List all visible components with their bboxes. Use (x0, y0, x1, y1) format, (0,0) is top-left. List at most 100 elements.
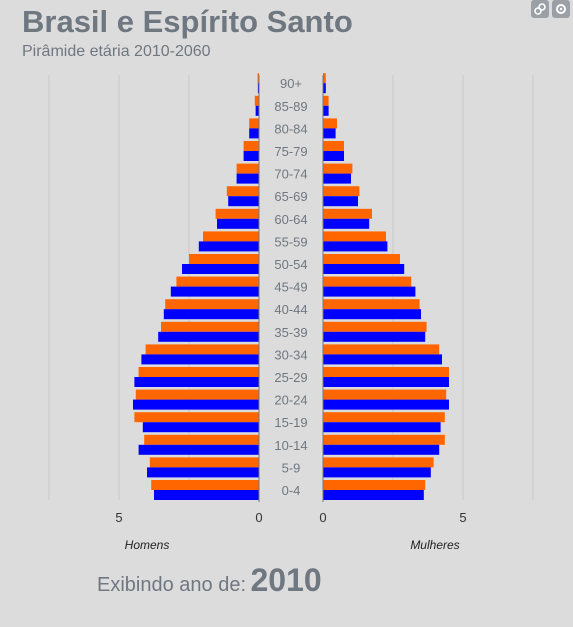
bar-right-80-84 (323, 128, 336, 139)
bar-left-50-54 (189, 254, 259, 264)
bar-left-35-39 (158, 331, 259, 342)
bar-left-90+ (257, 73, 259, 84)
bar-left-35-39 (161, 321, 259, 332)
tick-label: 0 (319, 510, 326, 525)
bar-left-55-59 (198, 241, 259, 252)
bar-left-0-4 (151, 480, 259, 490)
bar-right-20-24 (323, 389, 447, 400)
bar-right-10-14 (323, 434, 445, 445)
category-label: 40-44 (274, 302, 307, 317)
year-display: Exibindo ano de: 2010 (97, 562, 322, 599)
bar-left-90+ (257, 83, 259, 94)
bar-left-55-59 (203, 231, 259, 242)
bar-left-60-64 (217, 218, 259, 229)
bar-left-10-14 (144, 434, 259, 445)
bar-right-85-89 (323, 105, 329, 116)
bar-left-25-29 (134, 377, 259, 387)
bar-left-0-4 (154, 490, 259, 500)
bar-left-40-44 (163, 309, 259, 320)
bar-right-75-79 (323, 141, 344, 151)
category-label: 25-29 (274, 370, 307, 385)
tick-label: 0 (255, 510, 262, 525)
category-label: 45-49 (274, 280, 307, 295)
bar-left-60-64 (215, 208, 259, 219)
bar-right-90+ (323, 73, 326, 84)
axis-title-left: Homens (125, 538, 170, 552)
bar-right-65-69 (323, 196, 358, 207)
bar-left-75-79 (243, 141, 259, 151)
bar-left-80-84 (249, 128, 259, 139)
bar-left-30-34 (145, 344, 259, 355)
bar-left-10-14 (138, 444, 259, 455)
bar-right-85-89 (323, 95, 329, 106)
bar-right-70-74 (323, 173, 351, 184)
bar-right-10-14 (323, 444, 440, 455)
bar-right-15-19 (323, 412, 445, 423)
bar-right-35-39 (323, 321, 427, 332)
page-title: Brasil e Espírito Santo (22, 4, 353, 39)
settings-icon[interactable] (552, 0, 570, 18)
bar-left-50-54 (182, 264, 259, 274)
category-label: 15-19 (274, 415, 307, 430)
bar-right-30-34 (323, 354, 442, 365)
category-label: 60-64 (274, 212, 307, 227)
bar-right-75-79 (323, 151, 344, 161)
bar-left-20-24 (133, 399, 259, 410)
bar-left-25-29 (138, 367, 259, 377)
bar-right-50-54 (323, 264, 405, 274)
bar-left-45-49 (176, 276, 259, 287)
axis-title-right: Mulheres (410, 538, 459, 552)
bar-left-80-84 (249, 118, 259, 129)
bar-right-5-9 (323, 467, 431, 478)
bar-left-70-74 (236, 163, 259, 174)
bar-right-70-74 (323, 163, 353, 174)
year-label: Exibindo ano de: (97, 574, 247, 596)
bar-left-85-89 (255, 105, 259, 116)
bar-left-5-9 (149, 457, 259, 468)
bar-left-15-19 (134, 412, 259, 423)
bar-left-5-9 (147, 467, 259, 478)
bar-left-45-49 (170, 286, 259, 297)
page-subtitle: Pirâmide etária 2010-2060 (22, 43, 211, 60)
bar-left-20-24 (135, 389, 259, 400)
category-label: 90+ (280, 76, 302, 91)
bar-right-80-84 (323, 118, 337, 129)
bar-right-55-59 (323, 231, 386, 242)
category-label: 65-69 (274, 189, 307, 204)
bar-left-40-44 (165, 299, 259, 310)
bar-right-60-64 (323, 218, 370, 229)
bar-right-45-49 (323, 286, 416, 297)
bar-right-60-64 (323, 208, 372, 219)
bar-left-75-79 (243, 151, 259, 161)
category-label: 20-24 (274, 393, 307, 408)
bar-right-90+ (323, 83, 326, 94)
bar-right-35-39 (323, 331, 426, 342)
bar-right-15-19 (323, 422, 441, 433)
year-value: 2010 (250, 562, 322, 598)
bar-left-65-69 (228, 196, 259, 207)
bar-left-65-69 (226, 186, 259, 197)
bar-right-40-44 (323, 309, 421, 320)
category-label: 85-89 (274, 99, 307, 114)
category-label: 30-34 (274, 347, 307, 362)
link-icon[interactable] (531, 0, 549, 18)
bar-right-50-54 (323, 254, 400, 264)
category-label: 0-4 (282, 483, 301, 498)
bar-right-0-4 (323, 480, 426, 490)
category-label: 55-59 (274, 234, 307, 249)
bar-right-0-4 (323, 490, 424, 500)
bar-left-85-89 (254, 95, 259, 106)
tick-label: 5 (459, 510, 466, 525)
bar-right-65-69 (323, 186, 360, 197)
bar-right-5-9 (323, 457, 434, 468)
bar-left-70-74 (236, 173, 259, 184)
category-label: 80-84 (274, 121, 307, 136)
tick-label: 5 (115, 510, 122, 525)
category-label: 50-54 (274, 257, 307, 272)
bar-right-55-59 (323, 241, 388, 252)
bar-right-30-34 (323, 344, 440, 355)
bar-right-25-29 (323, 367, 449, 377)
category-label: 35-39 (274, 325, 307, 340)
category-label: 10-14 (274, 438, 307, 453)
